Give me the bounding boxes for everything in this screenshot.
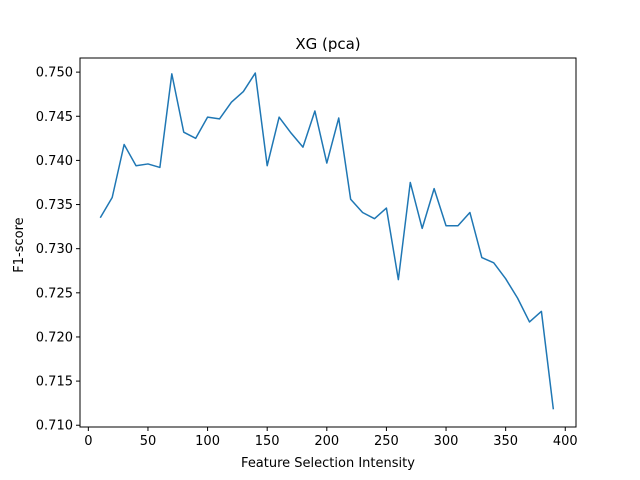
x-tick-label: 400	[553, 434, 578, 449]
x-tick-label: 350	[493, 434, 518, 449]
x-axis-label: Feature Selection Intensity	[241, 456, 415, 471]
x-tick-label: 250	[374, 434, 399, 449]
y-tick-label: 0.730	[36, 242, 73, 257]
x-tick-label: 0	[84, 434, 92, 449]
y-tick-label: 0.725	[36, 286, 73, 301]
y-tick-label: 0.710	[36, 419, 73, 434]
y-tick-label: 0.750	[36, 66, 73, 81]
y-axis-label: F1-score	[12, 217, 27, 272]
chart-title: XG (pca)	[295, 35, 360, 53]
x-tick-label: 100	[195, 434, 220, 449]
series-line	[99, 72, 555, 410]
y-axis: 0.710 0.715 0.720 0.725 0.730 0.735 0.740 0.745…	[36, 66, 80, 434]
y-tick-label: 0.720	[36, 330, 73, 345]
x-tick-label: 150	[255, 434, 280, 449]
plot-area	[99, 72, 555, 410]
y-tick-label: 0.735	[36, 198, 73, 213]
plot-frame	[79, 57, 577, 428]
y-tick-label: 0.715	[36, 375, 73, 390]
x-tick-label: 300	[434, 434, 459, 449]
x-tick-label: 50	[140, 434, 157, 449]
x-tick-label: 200	[314, 434, 339, 449]
y-tick-label: 0.745	[36, 110, 73, 125]
x-axis: 0 50 100 150 200 250 300 350 400	[84, 427, 578, 449]
y-tick-label: 0.740	[36, 154, 73, 169]
